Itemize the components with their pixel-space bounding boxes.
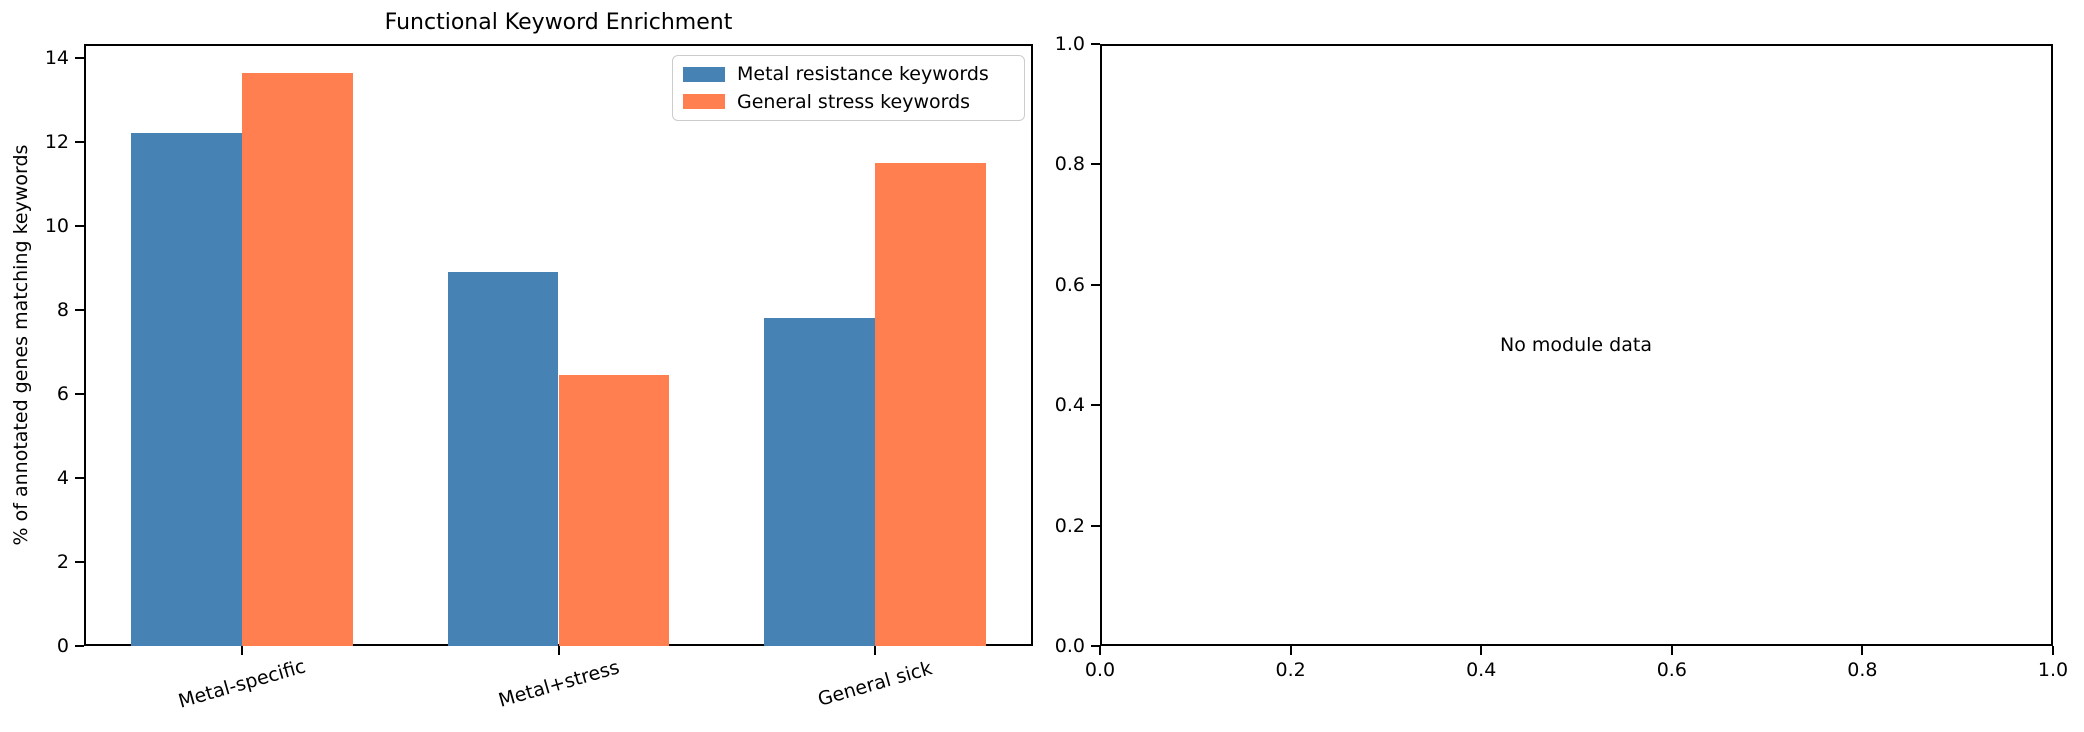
legend-swatch-metal-resistance xyxy=(683,66,725,82)
left-y-tick-label: 8 xyxy=(56,298,69,321)
left-y-tick xyxy=(75,308,84,311)
left-y-tick xyxy=(75,224,84,227)
left-y-tick xyxy=(75,476,84,479)
right-x-tick-label: 0.8 xyxy=(1847,659,1878,681)
right-x-tick-label: 1.0 xyxy=(2037,659,2069,681)
bar-metal-resistance xyxy=(131,133,243,646)
right-y-tick xyxy=(1091,404,1100,407)
right-y-tick-label: 0.2 xyxy=(1054,514,1085,537)
left-x-tick xyxy=(557,646,560,655)
left-chart-title: Functional Keyword Enrichment xyxy=(384,10,733,35)
legend-box: Metal resistance keywords General stress… xyxy=(672,55,1025,121)
left-y-tick-label: 4 xyxy=(56,466,69,489)
right-y-tick-label: 1.0 xyxy=(1054,33,1085,55)
right-y-tick xyxy=(1091,163,1100,166)
legend-entry-metal-resistance: Metal resistance keywords xyxy=(683,63,1014,85)
right-y-tick xyxy=(1091,283,1100,286)
right-y-tick xyxy=(1091,524,1100,527)
right-x-tick-label: 0.4 xyxy=(1466,659,1497,681)
left-x-category-label: Metal-specific xyxy=(176,655,309,713)
left-y-tick-label: 6 xyxy=(56,382,69,405)
left-x-tick xyxy=(873,646,876,655)
right-x-tick xyxy=(1289,646,1292,655)
right-x-tick xyxy=(1099,646,1101,655)
right-y-tick xyxy=(1091,645,1100,647)
right-x-tick-label: 0.2 xyxy=(1275,659,1306,681)
left-y-tick-label: 12 xyxy=(44,130,69,153)
right-x-tick xyxy=(1861,646,1864,655)
bar-general-stress xyxy=(874,162,986,646)
right-axes xyxy=(1100,44,2053,646)
right-x-tick-label: 0.0 xyxy=(1084,659,1116,681)
right-x-tick xyxy=(1480,646,1483,655)
legend-label-metal-resistance: Metal resistance keywords xyxy=(737,63,989,86)
bar-general-stress xyxy=(558,375,670,646)
left-y-tick-label: 0 xyxy=(56,635,69,657)
bar-metal-resistance xyxy=(447,272,559,646)
right-y-tick xyxy=(1091,43,1100,45)
right-y-tick-label: 0.6 xyxy=(1054,273,1085,296)
right-y-tick-label: 0.4 xyxy=(1054,394,1085,417)
left-y-tick xyxy=(75,645,84,647)
left-y-tick xyxy=(75,140,84,143)
bar-metal-resistance xyxy=(764,318,875,646)
left-y-tick xyxy=(75,392,84,395)
legend-label-general-stress: General stress keywords xyxy=(737,90,971,113)
right-x-tick xyxy=(1670,646,1673,655)
right-y-tick-label: 0.0 xyxy=(1054,635,1085,657)
left-y-tick-label: 10 xyxy=(44,214,69,237)
left-x-category-label: General sick xyxy=(815,657,935,711)
right-y-tick-label: 0.8 xyxy=(1054,153,1085,176)
right-x-tick xyxy=(2052,646,2054,655)
legend-swatch-general-stress xyxy=(683,94,725,110)
left-y-tick-label: 2 xyxy=(56,550,69,573)
left-y-tick xyxy=(75,560,84,563)
legend-entry-general-stress: General stress keywords xyxy=(683,91,1014,113)
right-x-tick-label: 0.6 xyxy=(1656,659,1687,681)
no-module-data-text: No module data xyxy=(1500,334,1652,356)
left-y-tick xyxy=(75,56,84,59)
left-x-category-label: Metal+stress xyxy=(495,656,622,712)
bar-general-stress xyxy=(242,72,353,646)
left-y-tick-label: 14 xyxy=(44,46,69,69)
left-x-tick xyxy=(241,646,244,655)
